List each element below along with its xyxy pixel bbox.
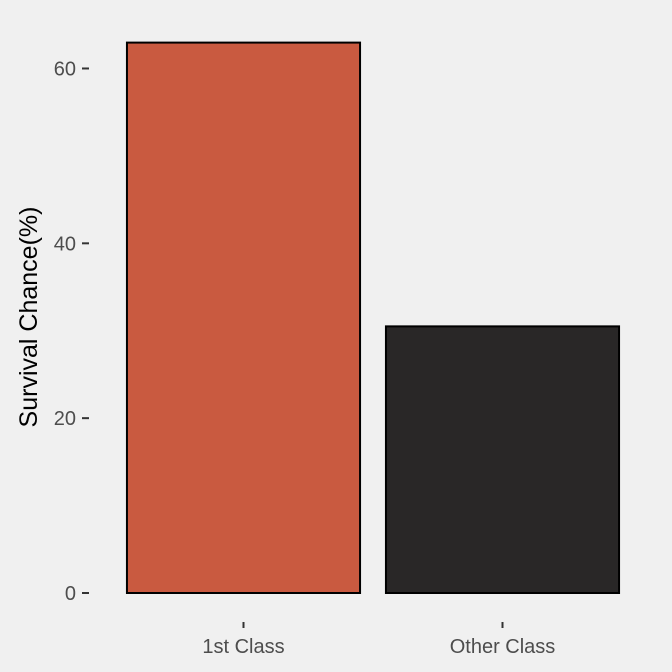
bar-other-class — [384, 325, 621, 594]
x-tick-label: 1st Class — [202, 636, 284, 658]
y-tick-label: 20 — [54, 408, 76, 430]
y-tick-label: 60 — [54, 58, 76, 80]
y-tick-label: 40 — [54, 233, 76, 255]
x-tick-label: Other Class — [450, 636, 556, 658]
bars — [125, 41, 621, 595]
x-axis: 1st Class Other Class — [202, 622, 555, 658]
y-tick-label: 0 — [65, 583, 76, 605]
y-axis-title: Survival Chance(%) — [15, 207, 43, 428]
y-axis: 0 20 40 60 — [54, 58, 89, 605]
bar-1st-class — [125, 41, 362, 595]
